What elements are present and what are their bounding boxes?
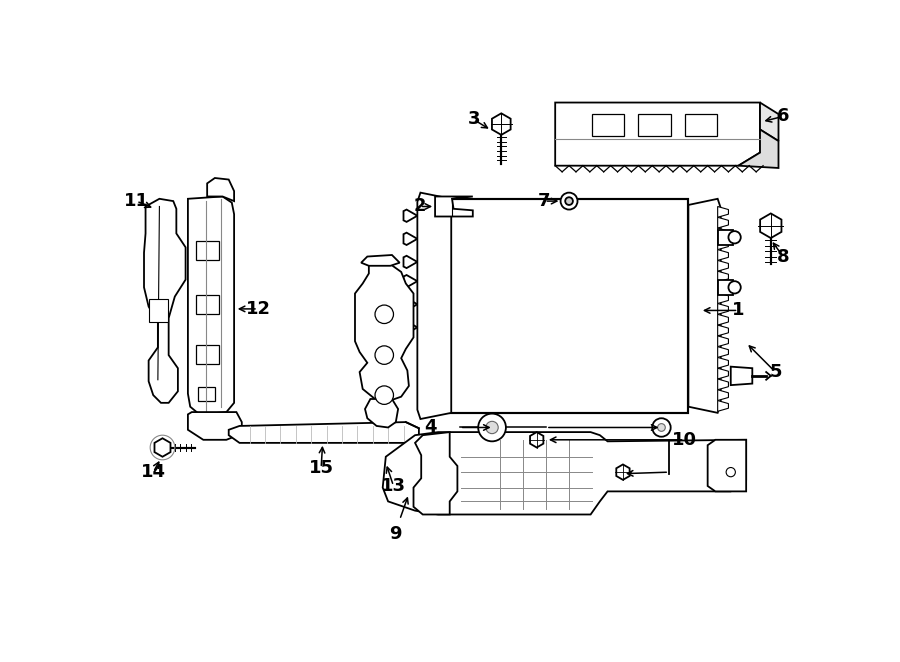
Polygon shape (738, 130, 778, 168)
Bar (450, 199, 688, 413)
Bar (592, 114, 625, 136)
Polygon shape (717, 228, 728, 239)
Polygon shape (717, 336, 728, 347)
Circle shape (486, 421, 499, 434)
Circle shape (561, 193, 578, 210)
Polygon shape (717, 390, 728, 401)
Text: 15: 15 (309, 459, 334, 477)
Text: 1: 1 (733, 301, 744, 320)
Polygon shape (760, 213, 781, 238)
Polygon shape (382, 432, 746, 514)
Circle shape (375, 386, 393, 404)
Text: 5: 5 (770, 363, 782, 381)
Text: 13: 13 (381, 477, 406, 495)
Text: 11: 11 (124, 192, 148, 210)
Text: 10: 10 (672, 431, 698, 449)
Bar (717, 279, 734, 295)
Polygon shape (403, 232, 418, 245)
Polygon shape (188, 197, 234, 414)
Polygon shape (717, 250, 728, 260)
Polygon shape (717, 325, 728, 336)
Polygon shape (403, 321, 418, 334)
Polygon shape (717, 282, 728, 293)
Polygon shape (717, 260, 728, 271)
Text: 9: 9 (390, 525, 402, 543)
Polygon shape (418, 193, 451, 419)
Polygon shape (229, 422, 418, 443)
Circle shape (375, 346, 393, 364)
Circle shape (726, 467, 735, 477)
Circle shape (728, 281, 741, 293)
Bar (195, 241, 219, 260)
Circle shape (565, 197, 573, 205)
Circle shape (658, 424, 665, 432)
Bar (195, 295, 219, 314)
Polygon shape (717, 293, 728, 303)
Polygon shape (555, 103, 760, 166)
Polygon shape (717, 379, 728, 390)
Polygon shape (435, 197, 472, 216)
Bar (717, 230, 734, 245)
Polygon shape (361, 255, 400, 265)
Bar (685, 114, 717, 136)
Polygon shape (403, 298, 418, 310)
Polygon shape (707, 440, 746, 491)
Polygon shape (403, 275, 418, 287)
Polygon shape (492, 113, 510, 135)
Circle shape (478, 414, 506, 442)
Polygon shape (403, 210, 418, 222)
Polygon shape (717, 239, 728, 250)
Polygon shape (717, 368, 728, 379)
Polygon shape (616, 465, 630, 480)
Bar (198, 387, 215, 401)
Bar (195, 345, 219, 364)
Polygon shape (760, 103, 778, 141)
Polygon shape (355, 264, 413, 401)
Polygon shape (717, 303, 728, 314)
Text: 8: 8 (777, 248, 789, 265)
Polygon shape (717, 314, 728, 325)
Polygon shape (155, 438, 170, 457)
Polygon shape (717, 207, 728, 217)
Text: 7: 7 (538, 192, 551, 210)
Circle shape (652, 418, 670, 437)
Polygon shape (207, 178, 234, 201)
Circle shape (728, 231, 741, 244)
Polygon shape (413, 432, 457, 514)
Text: 2: 2 (413, 197, 426, 216)
Polygon shape (188, 412, 242, 440)
Polygon shape (403, 256, 418, 268)
Circle shape (375, 305, 393, 324)
Text: 4: 4 (424, 418, 436, 436)
Polygon shape (144, 199, 185, 403)
Polygon shape (717, 401, 728, 411)
Polygon shape (365, 399, 398, 428)
Text: 14: 14 (140, 463, 166, 481)
Polygon shape (688, 199, 721, 413)
Bar (638, 114, 670, 136)
Polygon shape (530, 432, 544, 448)
Text: 6: 6 (777, 107, 789, 125)
Polygon shape (717, 347, 728, 357)
Polygon shape (717, 357, 728, 368)
Polygon shape (731, 367, 752, 385)
Polygon shape (717, 217, 728, 228)
Polygon shape (717, 271, 728, 282)
Bar (148, 299, 168, 322)
Text: 3: 3 (467, 111, 480, 128)
Text: 12: 12 (246, 300, 271, 318)
